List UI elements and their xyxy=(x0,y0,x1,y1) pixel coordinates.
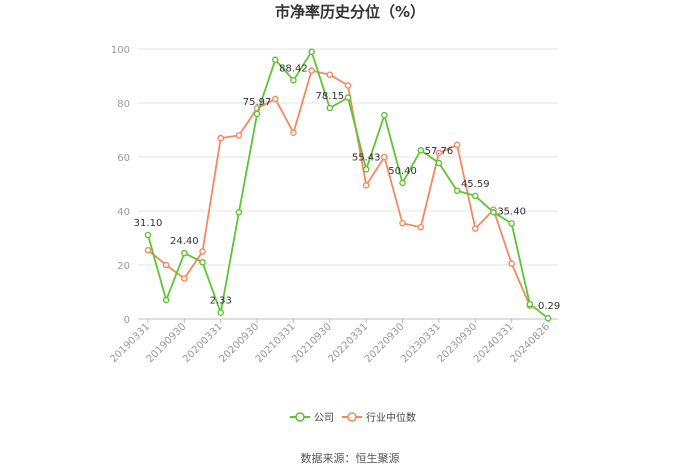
company-legend-label: 公司 xyxy=(314,413,334,424)
company-point xyxy=(235,209,243,216)
industry-median-point xyxy=(508,260,515,267)
industry-median-point xyxy=(162,261,170,269)
company-point xyxy=(417,146,425,154)
company-point xyxy=(490,209,497,216)
company-legend-marker xyxy=(295,412,305,422)
company-point xyxy=(399,179,406,187)
data-label: 78.15 xyxy=(315,91,344,102)
data-label: 88.42 xyxy=(279,63,308,74)
company-point xyxy=(217,309,225,317)
company-point xyxy=(435,159,443,167)
company-point xyxy=(290,76,297,84)
data-label: 35.40 xyxy=(497,206,526,217)
industry-median-point xyxy=(308,67,315,74)
series-layer xyxy=(144,48,552,322)
company-point xyxy=(162,296,170,304)
source-note: 数据来源：恒生聚源 xyxy=(301,451,400,465)
y-tick-label: 60 xyxy=(117,153,130,164)
y-tick-label: 100 xyxy=(111,45,130,56)
industry-median-point xyxy=(435,149,443,157)
industry-median-series-line xyxy=(147,69,531,306)
industry-median-point xyxy=(326,71,334,78)
company-point xyxy=(544,314,552,322)
company-point xyxy=(362,166,370,173)
data-label-layer: 31.10 24.40 2.33 75.97 88.42 78.15 55.43 50.40 5… xyxy=(134,63,561,312)
industry-median-legend-marker xyxy=(347,412,357,422)
y-tick-label: 80 xyxy=(117,99,130,110)
y-tick-label: 40 xyxy=(117,207,130,218)
industry-median-point xyxy=(217,134,225,142)
data-label: 45.59 xyxy=(461,179,490,190)
company-point xyxy=(271,56,279,64)
industry-median-point xyxy=(199,248,206,255)
company-point xyxy=(526,300,534,308)
data-label: 0.29 xyxy=(538,301,560,312)
company-point xyxy=(344,94,352,101)
x-tick-label: 20240826 xyxy=(508,321,552,365)
industry-median-point xyxy=(362,182,370,189)
company-point xyxy=(199,258,206,266)
data-label: 75.97 xyxy=(243,97,272,108)
company-point xyxy=(508,220,515,227)
industry-median-point xyxy=(344,82,352,89)
company-point xyxy=(144,231,152,239)
company-point xyxy=(471,192,479,200)
industry-median-point xyxy=(181,275,188,282)
y-tick-label: 0 xyxy=(124,315,130,326)
industry-median-point xyxy=(453,141,461,149)
data-label: 55.43 xyxy=(352,152,381,163)
data-label: 57.76 xyxy=(425,146,454,157)
company-point xyxy=(253,110,261,118)
industry-median-point xyxy=(381,153,388,161)
industry-median-point xyxy=(271,95,279,103)
data-label: 24.40 xyxy=(170,236,199,247)
y-tick-label: 20 xyxy=(117,261,130,272)
industry-median-legend-label: 行业中位数 xyxy=(366,411,416,424)
company-point xyxy=(326,104,334,112)
industry-median-point xyxy=(471,225,479,232)
company-point xyxy=(308,48,315,56)
company-point xyxy=(453,187,461,195)
data-label: 2.33 xyxy=(210,296,232,307)
data-label: 50.40 xyxy=(388,166,417,177)
legend: 公司 行业中位数 xyxy=(290,411,416,424)
industry-median-point xyxy=(290,129,297,136)
industry-median-point xyxy=(235,132,243,139)
industry-median-point xyxy=(399,219,406,227)
industry-median-point xyxy=(417,223,425,231)
company-point xyxy=(181,249,188,257)
chart-title: 市净率历史分位（%） xyxy=(275,3,425,21)
data-label: 31.10 xyxy=(134,218,163,229)
industry-median-point xyxy=(144,246,152,254)
company-point xyxy=(381,111,388,119)
